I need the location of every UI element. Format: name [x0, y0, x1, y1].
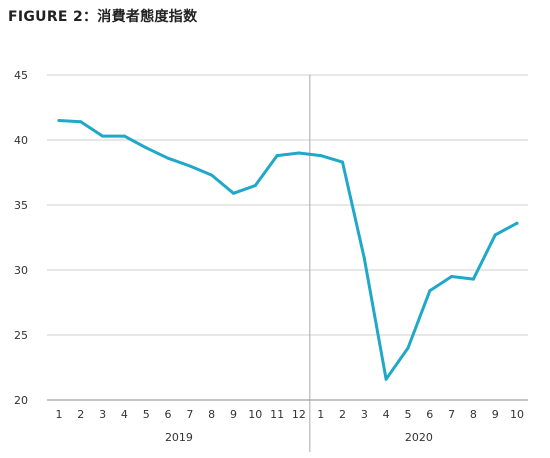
- x-tick-label: 2: [339, 408, 346, 421]
- data-point: [101, 134, 105, 138]
- data-point: [297, 151, 301, 155]
- x-tick-label: 10: [510, 408, 524, 421]
- x-tick-label: 10: [248, 408, 262, 421]
- x-tick-label: 2: [77, 408, 84, 421]
- x-tick-label: 7: [186, 408, 193, 421]
- data-point: [406, 346, 410, 350]
- x-tick-label: 4: [121, 408, 128, 421]
- data-point: [253, 184, 257, 187]
- data-point: [188, 164, 192, 168]
- y-tick-label: 40: [14, 134, 28, 147]
- series-line: [57, 119, 519, 381]
- y-tick-label: 25: [14, 329, 28, 342]
- x-tick-label: 5: [404, 408, 411, 421]
- data-point: [515, 221, 519, 225]
- y-tick-label: 35: [14, 199, 28, 212]
- data-point: [493, 233, 497, 237]
- data-point: [275, 154, 279, 158]
- x-tick-label: 6: [165, 408, 172, 421]
- x-tick-label: 9: [492, 408, 499, 421]
- data-point: [362, 256, 366, 260]
- x-tick-label: 8: [208, 408, 215, 421]
- data-point: [231, 191, 235, 195]
- data-point: [79, 120, 83, 124]
- data-point: [428, 289, 432, 293]
- data-point: [341, 160, 345, 164]
- x-tick-label: 11: [270, 408, 284, 421]
- data-point: [122, 134, 126, 138]
- x-tick-label: 1: [56, 408, 63, 421]
- x-tick-label: 3: [99, 408, 106, 421]
- data-point: [450, 275, 454, 278]
- x-tick-label: 8: [470, 408, 477, 421]
- y-tick-label: 45: [14, 69, 28, 82]
- data-point: [471, 277, 475, 281]
- data-point: [384, 377, 388, 381]
- year-label: 2020: [405, 431, 433, 444]
- data-point: [57, 119, 61, 122]
- x-tick-label: 6: [426, 408, 433, 421]
- x-tick-label: 3: [361, 408, 368, 421]
- data-point: [210, 173, 214, 177]
- x-tick-label: 7: [448, 408, 455, 421]
- x-tick-label: 4: [383, 408, 390, 421]
- x-tick-label: 1: [317, 408, 324, 421]
- year-label: 2019: [165, 431, 193, 444]
- y-tick-label: 20: [14, 394, 28, 407]
- x-tick-label: 12: [292, 408, 306, 421]
- data-point: [166, 156, 170, 160]
- x-tick-label: 9: [230, 408, 237, 421]
- data-point: [319, 154, 323, 158]
- chart-title: FIGURE 2：消費者態度指数: [8, 9, 198, 25]
- x-tick-label: 5: [143, 408, 150, 421]
- data-point: [144, 146, 148, 150]
- y-tick-label: 30: [14, 264, 28, 277]
